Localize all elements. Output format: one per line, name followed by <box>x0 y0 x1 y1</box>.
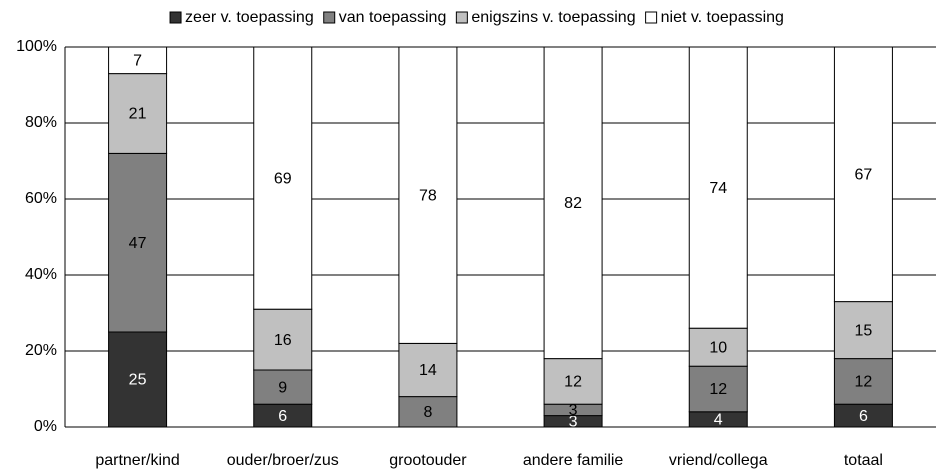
legend-swatch <box>323 11 336 24</box>
bar-segment <box>253 46 313 310</box>
data-label: 6 <box>278 408 287 425</box>
bar-segment <box>833 46 893 303</box>
bar-segment <box>253 308 313 371</box>
x-tick-label: andere familie <box>523 452 624 469</box>
data-label: 25 <box>129 372 147 389</box>
data-label: 9 <box>278 379 287 396</box>
data-label: 6 <box>859 408 868 425</box>
data-label: 82 <box>564 195 582 212</box>
data-label: 16 <box>274 332 292 349</box>
data-label: 12 <box>855 374 873 391</box>
bar-segment <box>398 46 458 344</box>
bar-segment <box>688 327 748 367</box>
data-label: 47 <box>129 235 147 252</box>
y-tick-label: 20% <box>25 342 57 359</box>
bar-segment <box>253 369 313 405</box>
data-label: 14 <box>419 362 437 379</box>
legend-label: enigszins v. toepassing <box>471 9 635 26</box>
y-tick-label: 80% <box>25 114 57 131</box>
bar-segment <box>398 396 458 428</box>
legend-swatch <box>455 11 468 24</box>
data-label: 3 <box>569 414 578 431</box>
bar-segment <box>833 301 893 360</box>
data-label: 7 <box>133 53 142 70</box>
data-label: 3 <box>569 402 578 419</box>
x-tick-label: vriend/collega <box>669 452 768 469</box>
bar-segment <box>108 152 168 333</box>
data-label: 10 <box>709 339 727 356</box>
y-tick-label: 40% <box>25 266 57 283</box>
data-label: 74 <box>709 180 727 197</box>
bar-segment <box>108 331 168 428</box>
data-label: 12 <box>709 381 727 398</box>
bar-segment <box>108 73 168 154</box>
data-label: 78 <box>419 187 437 204</box>
data-label: 8 <box>423 404 432 421</box>
x-tick-label: ouder/broer/zus <box>227 452 339 469</box>
legend-swatch <box>169 11 182 24</box>
bar-segment <box>688 365 748 413</box>
bar-segment <box>543 358 603 405</box>
bar-segment <box>398 342 458 398</box>
legend-label: niet v. toepassing <box>661 9 784 26</box>
x-tick-label: partner/kind <box>95 452 180 469</box>
y-tick-label: 100% <box>16 38 57 55</box>
x-tick-label: grootouder <box>389 452 467 469</box>
data-label: 15 <box>855 322 873 339</box>
data-label: 12 <box>564 374 582 391</box>
legend-label: van toepassing <box>339 9 447 26</box>
x-tick-label: totaal <box>844 452 883 469</box>
legend-label: zeer v. toepassing <box>185 9 314 26</box>
data-label: 21 <box>129 106 147 123</box>
y-tick-label: 0% <box>34 418 57 435</box>
bar-segment <box>543 46 603 360</box>
y-tick-label: 60% <box>25 190 57 207</box>
legend-swatch <box>645 11 658 24</box>
bar-segment <box>688 46 748 329</box>
data-label: 4 <box>714 412 723 429</box>
data-label: 69 <box>274 170 292 187</box>
data-label: 67 <box>855 167 873 184</box>
bar-segment <box>108 46 168 75</box>
